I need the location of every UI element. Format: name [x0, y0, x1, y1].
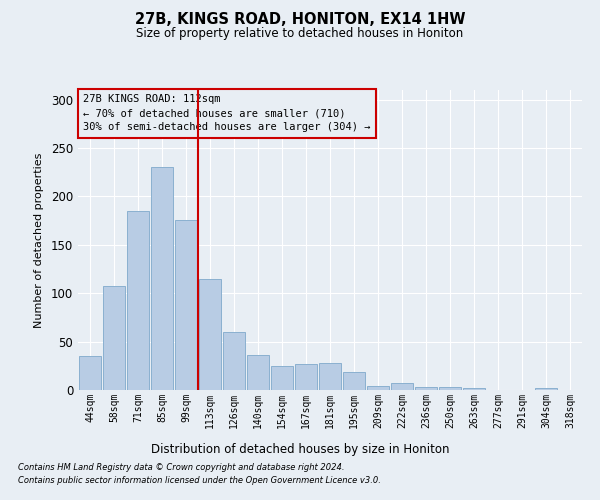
Bar [439, 387, 461, 390]
Bar [463, 388, 485, 390]
Bar [247, 355, 269, 390]
Text: Size of property relative to detached houses in Honiton: Size of property relative to detached ho… [136, 28, 464, 40]
Text: 27B, KINGS ROAD, HONITON, EX14 1HW: 27B, KINGS ROAD, HONITON, EX14 1HW [135, 12, 465, 28]
Bar [151, 168, 173, 390]
Bar [223, 332, 245, 390]
Text: 27B KINGS ROAD: 112sqm
← 70% of detached houses are smaller (710)
30% of semi-de: 27B KINGS ROAD: 112sqm ← 70% of detached… [83, 94, 371, 132]
Text: Distribution of detached houses by size in Honiton: Distribution of detached houses by size … [151, 442, 449, 456]
Bar [535, 388, 557, 390]
Y-axis label: Number of detached properties: Number of detached properties [34, 152, 44, 328]
Text: Contains HM Land Registry data © Crown copyright and database right 2024.: Contains HM Land Registry data © Crown c… [18, 464, 344, 472]
Bar [343, 372, 365, 390]
Bar [79, 356, 101, 390]
Bar [175, 220, 197, 390]
Bar [199, 278, 221, 390]
Text: Contains public sector information licensed under the Open Government Licence v3: Contains public sector information licen… [18, 476, 381, 485]
Bar [271, 366, 293, 390]
Bar [295, 364, 317, 390]
Bar [367, 386, 389, 390]
Bar [103, 286, 125, 390]
Bar [127, 211, 149, 390]
Bar [391, 383, 413, 390]
Bar [415, 387, 437, 390]
Bar [319, 363, 341, 390]
